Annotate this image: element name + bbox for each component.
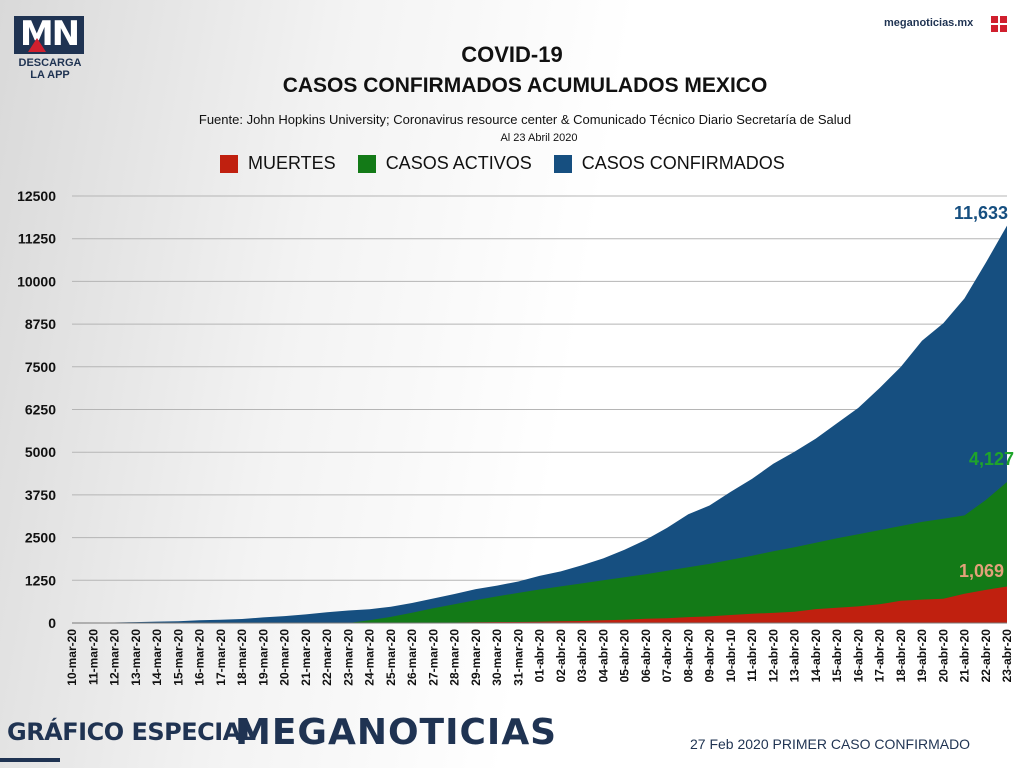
legend-label-activos: CASOS ACTIVOS [385, 153, 532, 173]
x-tick-label: 27-mar-20 [426, 629, 440, 686]
legend-label-muertes: MUERTES [248, 153, 336, 173]
x-tick-label: 20-abr-20 [936, 629, 950, 683]
x-tick-label: 10-mar-20 [65, 629, 79, 686]
x-tick-label: 11-mar-20 [86, 629, 100, 685]
x-tick-label: 20-mar-20 [278, 629, 292, 686]
x-tick-label: 21-mar-20 [299, 629, 313, 686]
x-tick-label: 07-abr-20 [660, 629, 674, 683]
chart-date-note: Al 23 Abril 2020 [500, 132, 578, 144]
download-app-text: DESCARGA LA APP [14, 57, 86, 81]
mn-logo-box: MN [14, 14, 84, 54]
legend-item-activos: CASOS ACTIVOS [357, 153, 532, 174]
chart-legend: MUERTES CASOS ACTIVOS CASOS CONFIRMADOS [220, 153, 807, 174]
x-tick-label: 12-mar-20 [108, 629, 122, 686]
x-tick-label: 24-mar-20 [363, 629, 377, 686]
footer-first-case-note: 27 Feb 2020 PRIMER CASO CONFIRMADO [690, 736, 971, 752]
x-tick-label: 05-abr-20 [618, 629, 632, 683]
area-series-0 [72, 225, 1007, 623]
download-app-line2: LA APP [30, 69, 70, 81]
x-tick-label: 15-mar-20 [171, 629, 185, 686]
y-tick-label: 2500 [25, 530, 56, 546]
area-chart: 0 1250 2500 3750 5000 6250 7500 8750 10000 11250 1… [17, 188, 1014, 686]
y-tick-label: 6250 [25, 402, 56, 418]
x-tick-label: 11-abr-20 [745, 629, 759, 682]
area-series-1 [72, 482, 1007, 623]
legend-swatch-confirmados [553, 154, 572, 173]
chart-source: Fuente: John Hopkins University; Coronav… [198, 112, 852, 127]
x-tick-label: 28-mar-20 [448, 629, 462, 686]
end-label-series-2: 1,069 [959, 561, 1004, 581]
area-series-2 [72, 586, 1007, 623]
x-tick-label: 03-abr-20 [575, 629, 589, 683]
grid-menu-icon[interactable] [991, 16, 1007, 32]
x-tick-label: 30-mar-20 [490, 629, 504, 686]
chart-title: COVID-19 [461, 42, 563, 67]
x-tick-label: 10-abr-10 [724, 629, 738, 683]
download-app-line1: DESCARGA [18, 57, 82, 69]
x-tick-label: 21-abr-20 [958, 629, 972, 683]
y-tick-label: 3750 [25, 487, 56, 503]
legend-swatch-muertes [220, 154, 238, 173]
y-tick-label: 1250 [25, 572, 56, 588]
end-label-series-0: 11,633 [954, 203, 1008, 223]
x-tick-label: 16-abr-20 [851, 629, 865, 683]
x-tick-label: 19-abr-20 [915, 629, 929, 683]
x-tick-label: 29-mar-20 [469, 629, 483, 686]
end-label-series-1: 4,127 [969, 449, 1014, 469]
footer-special-label: GRÁFICO ESPECIAL [7, 718, 256, 746]
x-tick-label: 13-abr-20 [788, 629, 802, 683]
x-tick-label: 14-mar-20 [150, 629, 164, 686]
x-tick-label: 26-mar-20 [405, 629, 419, 686]
y-tick-label: 0 [48, 615, 56, 631]
footer-divider [0, 758, 60, 762]
x-tick-label: 13-mar-20 [129, 629, 143, 686]
x-tick-label: 18-mar-20 [235, 629, 249, 686]
mn-logo[interactable]: MN DESCARGA LA APP [14, 14, 86, 81]
logo-red-triangle-icon [28, 38, 46, 52]
chart-subtitle: CASOS CONFIRMADOS ACUMULADOS MEXICO [282, 74, 768, 97]
y-tick-label: 10000 [17, 273, 56, 289]
x-tick-label: 01-abr-20 [533, 629, 547, 683]
legend-item-confirmados: CASOS CONFIRMADOS [553, 153, 785, 174]
x-tick-label: 02-abr-20 [554, 629, 568, 683]
y-tick-label: 12500 [17, 188, 56, 204]
legend-item-muertes: MUERTES [220, 153, 336, 174]
x-tick-label: 04-abr-20 [596, 629, 610, 683]
y-tick-label: 7500 [25, 359, 56, 375]
x-tick-label: 12-abr-20 [766, 629, 780, 683]
x-tick-label: 14-abr-20 [809, 629, 823, 683]
x-tick-label: 16-mar-20 [193, 629, 207, 686]
footer-brand: MEGANOTICIAS [235, 712, 558, 753]
x-tick-label: 15-abr-20 [830, 629, 844, 683]
x-tick-label: 25-mar-20 [384, 629, 398, 686]
legend-label-confirmados: CASOS CONFIRMADOS [581, 153, 785, 173]
site-url[interactable]: meganoticias.mx [884, 17, 974, 29]
y-tick-label: 11250 [18, 231, 56, 247]
y-tick-label: 8750 [25, 316, 56, 332]
y-tick-label: 5000 [25, 444, 56, 460]
x-tick-label: 17-abr-20 [873, 629, 887, 683]
x-tick-label: 06-abr-20 [639, 629, 653, 683]
x-tick-label: 18-abr-20 [894, 629, 908, 683]
x-tick-label: 08-abr-20 [681, 629, 695, 683]
x-tick-label: 31-mar-20 [511, 629, 525, 686]
x-tick-label: 19-mar-20 [256, 629, 270, 686]
x-tick-label: 23-mar-20 [341, 629, 355, 686]
x-tick-label: 22-mar-20 [320, 629, 334, 686]
x-tick-label: 22-abr-20 [979, 629, 993, 683]
x-tick-label: 23-abr-20 [1000, 629, 1014, 683]
legend-swatch-activos [357, 154, 376, 173]
x-tick-label: 09-abr-20 [703, 629, 717, 683]
x-tick-label: 17-mar-20 [214, 629, 228, 686]
